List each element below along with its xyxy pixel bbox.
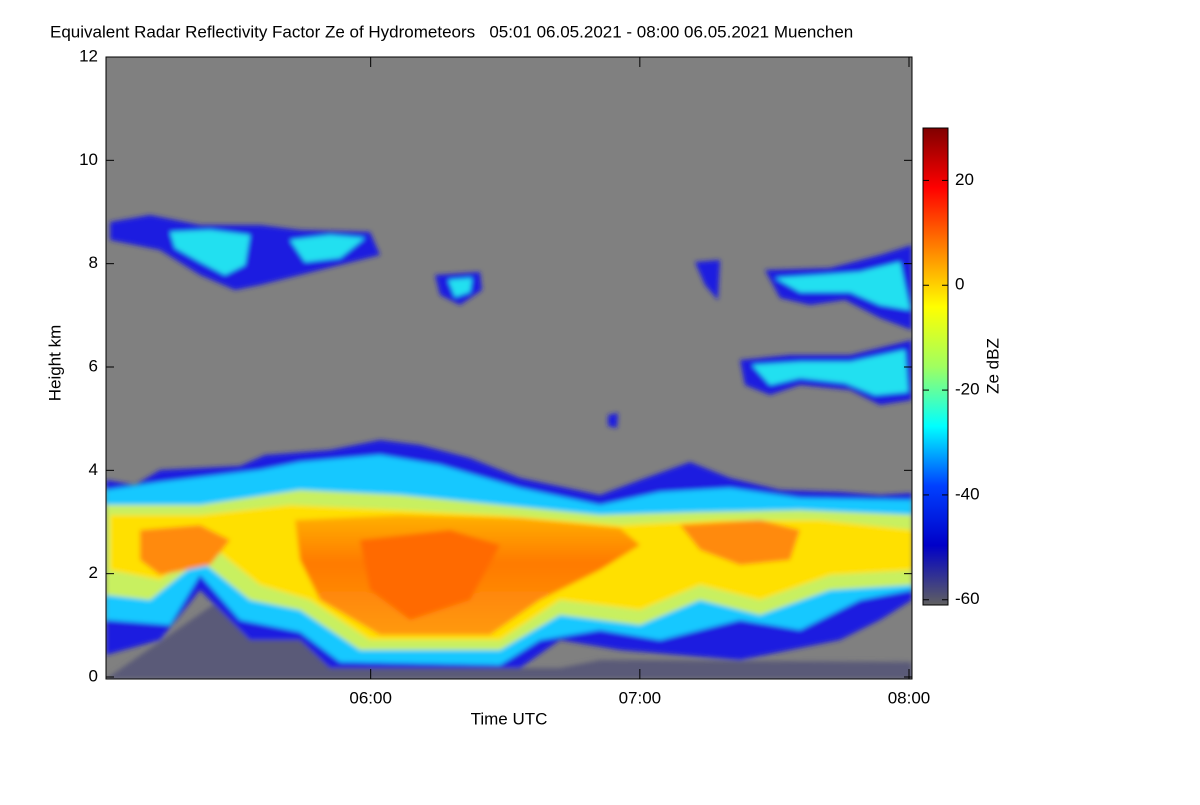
- colorbar: [922, 127, 949, 606]
- y-tick-label: 6: [89, 356, 98, 375]
- y-tick-label: 2: [89, 563, 98, 582]
- colorbar-label: Ze dBZ: [983, 338, 1002, 394]
- x-tick-label: 07:00: [619, 688, 662, 707]
- x-axis-label: Time UTC: [471, 709, 548, 728]
- y-axis-label: Height km: [45, 325, 64, 402]
- colorbar-tick-label: 20: [955, 170, 974, 189]
- x-tick-label: 06:00: [349, 688, 392, 707]
- y-tick-label: 8: [89, 253, 98, 272]
- x-tick-label: 08:00: [888, 688, 931, 707]
- y-tick-label: 10: [79, 150, 98, 169]
- plot-frame: [105, 56, 913, 680]
- y-tick-label: 0: [89, 666, 98, 685]
- colorbar-tick-label: -60: [955, 589, 980, 608]
- reflectivity-field: [106, 215, 912, 679]
- colorbar-tick-label: -40: [955, 484, 980, 503]
- y-tick-label: 12: [79, 46, 98, 65]
- y-tick-label: 4: [89, 460, 98, 479]
- chart-title: Equivalent Radar Reflectivity Factor Ze …: [50, 22, 853, 41]
- colorbar-tick-label: 0: [955, 275, 964, 294]
- colorbar-tick-label: -20: [955, 380, 980, 399]
